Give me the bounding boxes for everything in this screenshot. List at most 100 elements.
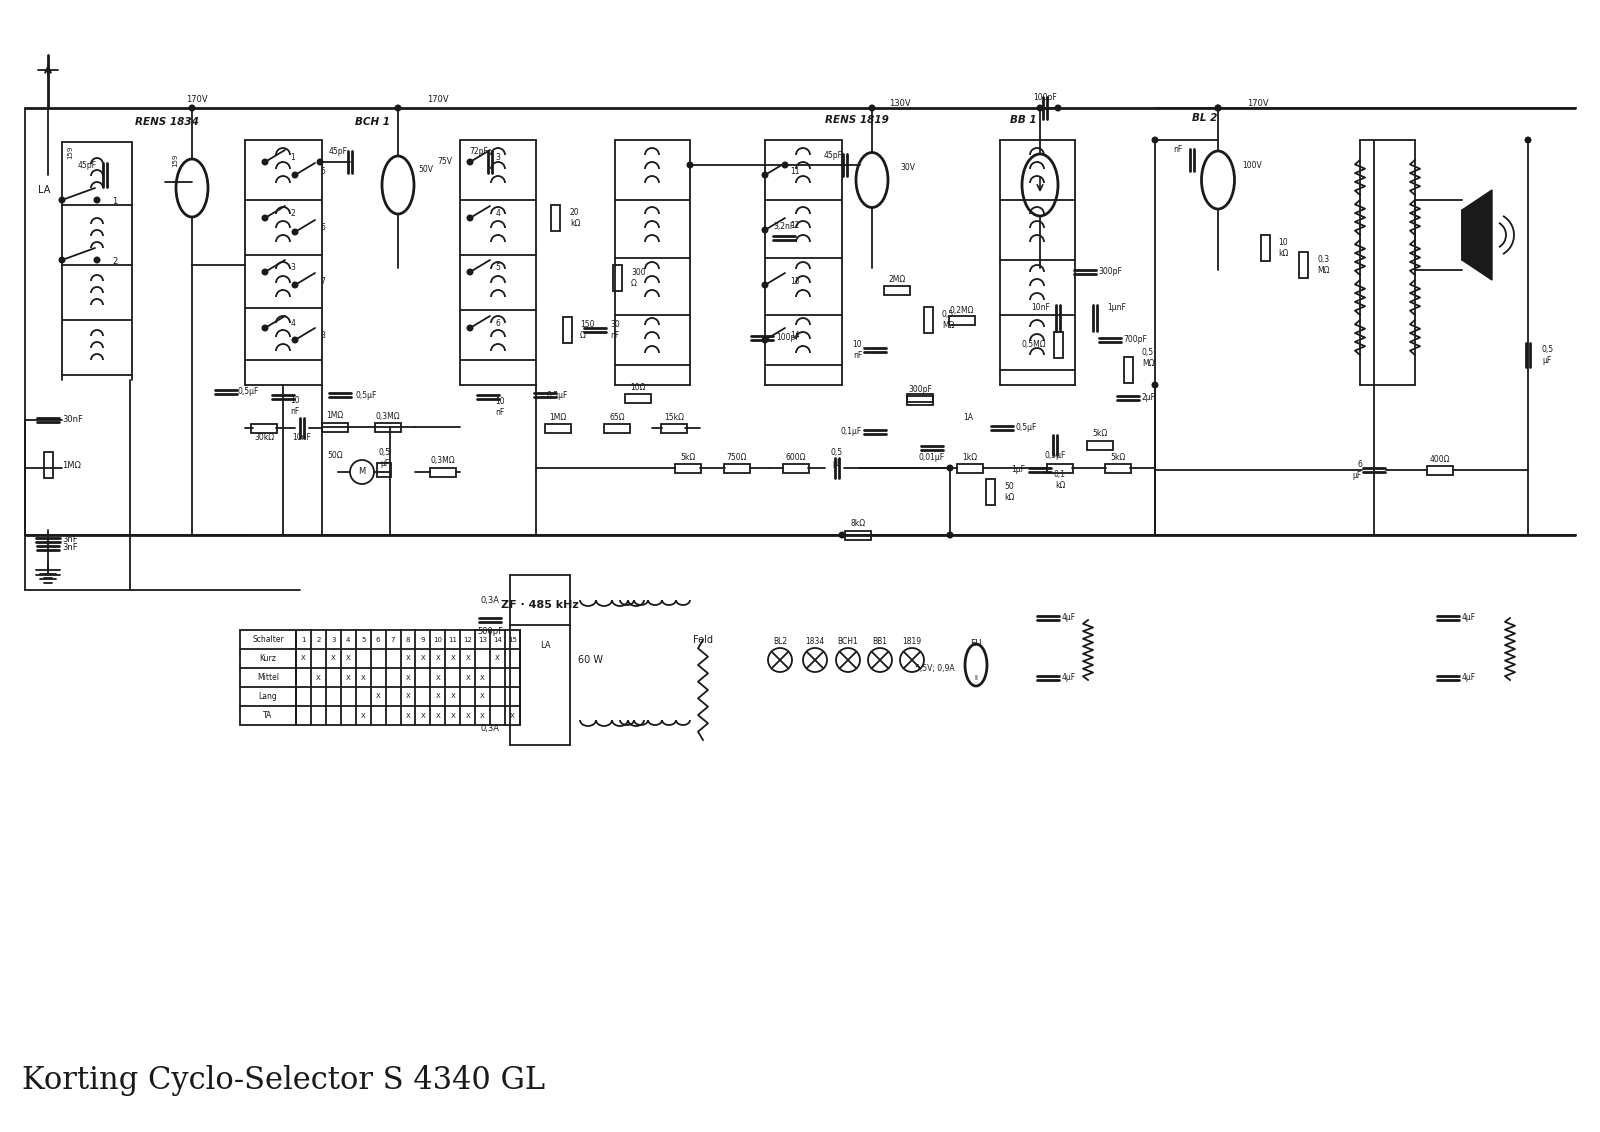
Text: X: X (451, 655, 454, 661)
Circle shape (762, 172, 768, 178)
Text: X: X (510, 712, 515, 719)
Text: RENS 1819: RENS 1819 (826, 115, 890, 125)
Text: 14: 14 (790, 332, 800, 341)
Text: 0,5
μF: 0,5 μF (379, 448, 390, 468)
Circle shape (293, 337, 298, 343)
Text: 2: 2 (317, 636, 320, 643)
Text: 10
nF: 10 nF (494, 397, 506, 417)
Text: LA: LA (38, 185, 50, 195)
Bar (626, 394, 651, 403)
Text: 60 W: 60 W (578, 655, 603, 664)
Text: 0,3MΩ: 0,3MΩ (430, 456, 456, 465)
Circle shape (762, 337, 768, 343)
Text: X: X (451, 712, 454, 719)
Text: 30kΩ: 30kΩ (254, 432, 274, 441)
Text: 9: 9 (421, 636, 426, 643)
Circle shape (1152, 383, 1158, 388)
Text: 100pF: 100pF (1034, 93, 1058, 102)
Text: 13: 13 (790, 276, 800, 285)
Circle shape (1152, 137, 1158, 143)
Text: 5kΩ: 5kΩ (1093, 429, 1107, 438)
Text: TA: TA (264, 711, 272, 720)
Text: 150
Ω: 150 Ω (579, 320, 595, 340)
Text: 0,01μF: 0,01μF (918, 454, 946, 463)
Text: 600Ω: 600Ω (786, 454, 806, 463)
Bar (605, 423, 630, 432)
Text: 10
nF: 10 nF (290, 396, 299, 415)
Text: 1MΩ: 1MΩ (549, 412, 566, 421)
Text: 5: 5 (496, 264, 501, 273)
Circle shape (262, 160, 267, 165)
Text: 1MΩ: 1MΩ (326, 412, 344, 420)
Text: 0,3A: 0,3A (480, 723, 499, 732)
Text: 3: 3 (331, 636, 336, 643)
Bar (957, 463, 982, 472)
Bar (1086, 440, 1114, 449)
Text: 500pF: 500pF (477, 627, 502, 636)
Text: 6
μF: 6 μF (1352, 461, 1362, 480)
Text: 3nF: 3nF (62, 535, 78, 544)
Text: 65Ω: 65Ω (610, 412, 626, 421)
Text: 50V: 50V (419, 165, 434, 174)
Text: X: X (466, 655, 470, 661)
Text: 50
kΩ: 50 kΩ (1005, 482, 1014, 501)
Text: 15kΩ: 15kΩ (664, 412, 685, 421)
Text: 0,5μF: 0,5μF (1016, 423, 1037, 432)
Text: X: X (435, 655, 440, 661)
Bar (675, 463, 701, 472)
Text: 30
nF: 30 nF (610, 320, 619, 340)
Text: 1834: 1834 (805, 637, 824, 646)
Text: 0,1
kΩ: 0,1 kΩ (1054, 470, 1066, 490)
Text: 130V: 130V (890, 98, 910, 108)
Text: 8kΩ: 8kΩ (851, 520, 866, 529)
Text: 0,5
MΩ: 0,5 MΩ (1142, 349, 1155, 368)
Text: 4: 4 (496, 209, 501, 218)
Circle shape (838, 532, 845, 538)
Bar (322, 422, 349, 431)
Text: 2MΩ: 2MΩ (888, 274, 906, 283)
Text: 75V: 75V (437, 157, 453, 166)
Text: 10
nF: 10 nF (853, 341, 862, 360)
Text: 3nF: 3nF (62, 543, 78, 552)
Text: 45pF: 45pF (824, 151, 843, 160)
Text: 14: 14 (493, 636, 502, 643)
Circle shape (1216, 105, 1221, 111)
Text: 45pF: 45pF (330, 147, 349, 156)
Text: BL 2: BL 2 (1192, 113, 1218, 123)
Text: 10nF: 10nF (1030, 303, 1050, 312)
Text: 750Ω: 750Ω (726, 454, 747, 463)
Text: X: X (301, 655, 306, 661)
Text: M: M (358, 468, 366, 477)
Text: X: X (331, 655, 336, 661)
Circle shape (293, 282, 298, 288)
Text: 159: 159 (67, 145, 74, 158)
Text: 0,5
μF: 0,5 μF (830, 448, 843, 468)
Bar (1261, 235, 1269, 261)
Text: 1μnF: 1μnF (1107, 303, 1126, 312)
Text: 3: 3 (291, 264, 296, 273)
Text: 1MΩ: 1MΩ (62, 461, 82, 470)
Text: X: X (421, 655, 426, 661)
Text: X: X (362, 675, 365, 680)
Bar (923, 307, 933, 333)
Text: X: X (346, 675, 350, 680)
Bar (613, 265, 621, 291)
Text: 0,5MΩ: 0,5MΩ (1021, 341, 1046, 350)
Text: 0,3A: 0,3A (480, 595, 499, 604)
Text: 300pF: 300pF (1098, 267, 1122, 276)
Circle shape (1056, 105, 1061, 111)
Text: X: X (362, 712, 365, 719)
Bar (1106, 463, 1131, 472)
Text: 400Ω: 400Ω (1430, 455, 1450, 463)
Text: 5,5V; 0,9A: 5,5V; 0,9A (915, 663, 955, 672)
Text: 3,2nF: 3,2nF (773, 222, 795, 231)
Text: 30nF: 30nF (62, 415, 83, 424)
Text: X: X (435, 694, 440, 700)
Circle shape (293, 172, 298, 178)
Text: RENS 1834: RENS 1834 (134, 117, 198, 127)
Text: 700pF: 700pF (1123, 335, 1147, 344)
Text: 1μF: 1μF (1011, 465, 1026, 474)
Text: X: X (480, 712, 485, 719)
Text: 4μF: 4μF (1462, 614, 1477, 623)
Text: X: X (496, 655, 499, 661)
